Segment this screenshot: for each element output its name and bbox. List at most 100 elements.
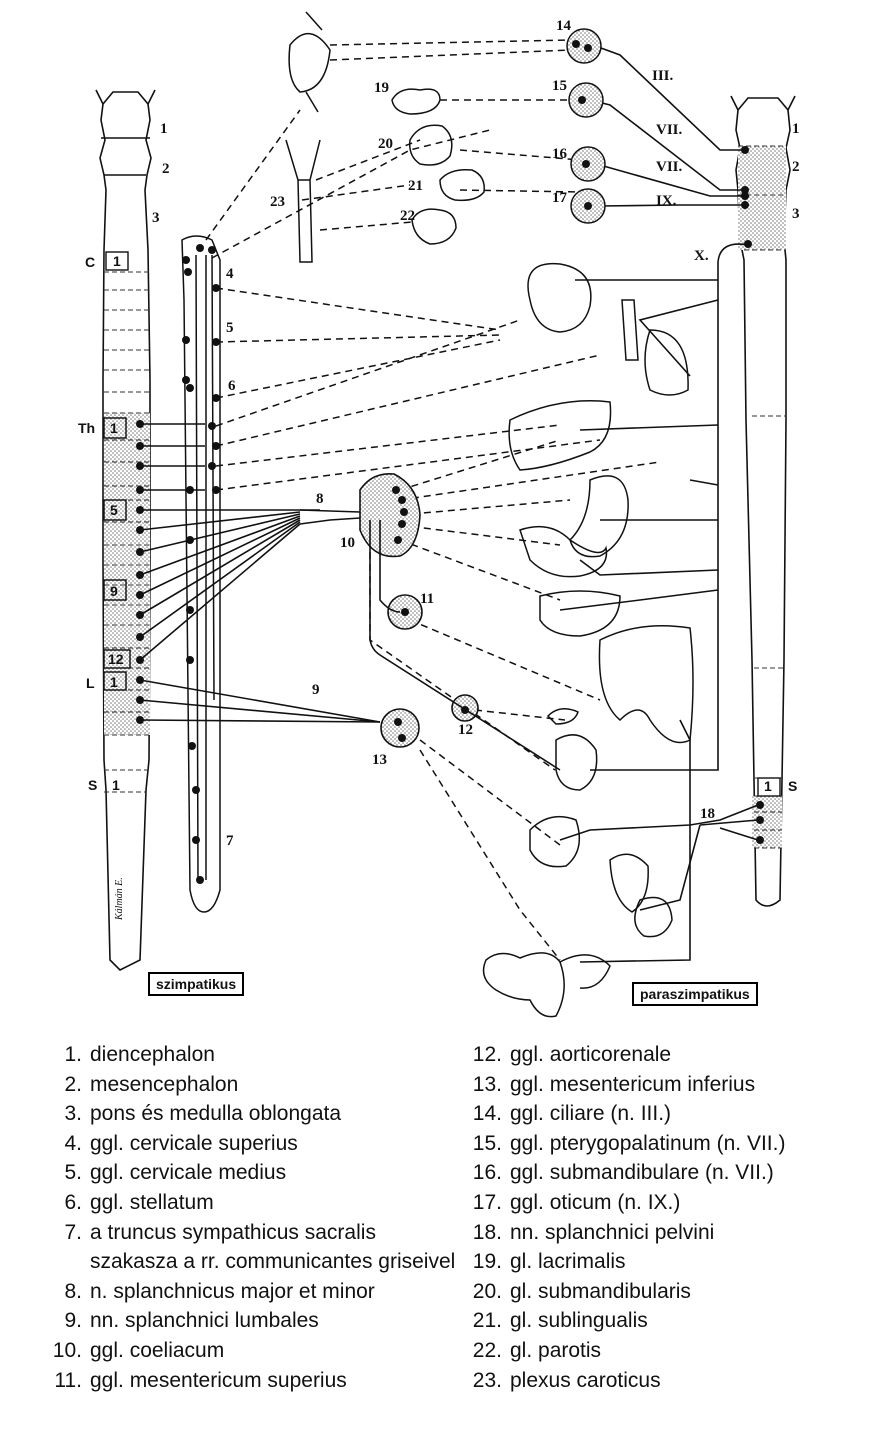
fig-num-19: 19 [374, 80, 389, 96]
fig-num-2-right: 2 [792, 159, 800, 175]
preganglionic-fibers-left [139, 423, 381, 723]
legend-item: 21. gl. sublingualis [456, 1306, 876, 1336]
segment-c1: 1 [113, 253, 121, 269]
fig-num-1-left: 1 [160, 121, 168, 137]
legend-item-text: gl. lacrimalis [510, 1250, 626, 1274]
legend-item: 13. ggl. mesentericum inferius [456, 1070, 876, 1100]
preganglionic-fibers-parasympathetic [559, 43, 759, 963]
cranial-nerve-labels: III. VII. VII. IX. X. [652, 68, 709, 264]
legend-item-number: 12. [472, 1043, 502, 1066]
legend-item: 7. a truncus sympathicus sacralis szakasz… [36, 1218, 456, 1277]
fig-num-1-right: 1 [792, 121, 800, 137]
legend-item-number: 7. [64, 1220, 82, 1244]
legend-item-text: ggl. submandibulare (n. VII.) [510, 1161, 774, 1185]
region-label-l: L [86, 675, 95, 691]
artist-signature: Kálmán E. [114, 877, 125, 921]
segment-th1: 1 [110, 420, 118, 436]
segment-s1: 1 [112, 777, 120, 793]
legend-item: 18. nn. splanchnici pelvini [456, 1218, 876, 1248]
legend-item: 2. mesencephalon [36, 1070, 456, 1100]
legend-item: 4. ggl. cervicale superius [36, 1129, 456, 1159]
legend-item-text: nn. splanchnici pelvini [510, 1220, 715, 1244]
left-cord-segment-lines [104, 271, 150, 793]
parotid-gland-organ [411, 208, 457, 245]
legend-item-number: 16. [472, 1161, 502, 1185]
segment-region-labels: C Th L S 1 1 5 9 12 1 1 1 S [78, 253, 797, 794]
legend-item-text: ggl. cervicale medius [90, 1161, 287, 1185]
legend-item-number: 3. [64, 1102, 82, 1126]
left-cord-brain-numbers: 1 2 3 [152, 121, 170, 226]
legend-item: 3. pons és medulla oblongata [36, 1099, 456, 1129]
stomach-organ [569, 475, 629, 558]
legend-item-number: 22. [472, 1338, 502, 1362]
legend-item-number: 11. [54, 1368, 82, 1392]
parasympathetic-nuclei [741, 146, 764, 844]
legend-item: 22. gl. parotis [456, 1336, 876, 1366]
legend-item-number: 9. [64, 1309, 82, 1333]
legend-item-number: 6. [64, 1190, 82, 1214]
left-cord-segment-boxes [103, 251, 131, 691]
legend-item-number: 2. [64, 1072, 82, 1096]
fig-num-6: 6 [228, 378, 236, 394]
fig-num-22: 22 [400, 208, 415, 224]
legend-item-number: 20. [472, 1279, 502, 1303]
bladder-organ [529, 815, 581, 868]
legend-item-text: mesencephalon [90, 1072, 239, 1096]
legend-item-text: ggl. coeliacum [90, 1338, 225, 1362]
legend-item-number: 8. [64, 1279, 82, 1303]
region-label-s-right: S [788, 778, 797, 794]
fig-num-13: 13 [372, 752, 387, 768]
legend-item-number: 10. [52, 1338, 82, 1362]
legend-item-text: a truncus sympathicus sacralis szakasza … [90, 1220, 456, 1274]
legend-item-text: ggl. ciliare (n. III.) [510, 1102, 672, 1126]
cranial-parasympathetic-ganglia [566, 28, 606, 224]
fig-num-10: 10 [340, 535, 355, 551]
fig-num-3-right: 3 [792, 206, 800, 222]
adrenal-organ [546, 708, 579, 725]
fig-num-23: 23 [270, 194, 285, 210]
segment-th5: 5 [110, 502, 118, 518]
legend-item-number: 14. [472, 1102, 502, 1126]
fig-num-15: 15 [552, 78, 567, 94]
seminal-organ [609, 853, 649, 913]
legend-item: 11. ggl. mesentericum superius [36, 1366, 456, 1396]
legend-item-text: gl. submandibularis [510, 1279, 691, 1303]
nerve-label-vii-b: VII. [656, 159, 683, 175]
legend-item-text: ggl. mesentericum superius [90, 1368, 347, 1392]
fig-num-3-left: 3 [152, 210, 160, 226]
prevertebral-ganglia [359, 473, 561, 771]
trachea-organ [621, 299, 639, 361]
legend-item: 20. gl. submandibularis [456, 1277, 876, 1307]
parasympathetic-label: paraszimpatikus [632, 982, 758, 1006]
segment-l1: 1 [110, 674, 118, 690]
heart-organ [527, 262, 592, 333]
fig-num-11: 11 [420, 591, 434, 607]
fig-num-9: 9 [312, 682, 320, 698]
legend-item-text: gl. parotis [510, 1338, 602, 1362]
fig-num-7: 7 [226, 833, 234, 849]
kidney-organ [555, 734, 598, 791]
legend-item: 15. ggl. pterygopalatinum (n. VII.) [456, 1129, 876, 1159]
legend-item-text: ggl. aorticorenale [510, 1043, 672, 1066]
autonomic-nervous-system-diagram: 1 2 3 1 2 3 C Th L S 1 1 5 9 12 1 1 1 S … [78, 11, 800, 1018]
legend-item-text: ggl. oticum (n. IX.) [510, 1190, 681, 1214]
structure-numbers: 4 5 6 7 8 9 10 11 12 13 14 15 16 17 18 1… [226, 18, 715, 849]
legend-item: 8. n. splanchnicus major et minor [36, 1277, 456, 1307]
fig-num-2-left: 2 [162, 161, 170, 177]
legend-item-text: ggl. pterygopalatinum (n. VII.) [510, 1131, 786, 1155]
legend-item-number: 17. [472, 1190, 502, 1214]
fig-num-20: 20 [378, 136, 393, 152]
right-cord-brain-numbers: 1 2 3 [792, 121, 800, 222]
region-label-th: Th [78, 420, 95, 436]
legend-item-text: ggl. stellatum [90, 1190, 214, 1214]
legend-item-number: 4. [64, 1131, 82, 1155]
legend-item-number: 23. [472, 1368, 502, 1392]
fig-num-4: 4 [226, 266, 234, 282]
legend-item: 19. gl. lacrimalis [456, 1247, 876, 1277]
legend-column-right: 12. ggl. aorticorenale 13. ggl. mesentericu… [456, 1040, 876, 1395]
legend-item-number: 19. [472, 1250, 502, 1274]
legend-item-number: 1. [64, 1043, 82, 1066]
segment-th12: 12 [108, 651, 124, 667]
nerve-label-x: X. [694, 248, 709, 264]
legend-item-text: ggl. cervicale superius [90, 1131, 298, 1155]
